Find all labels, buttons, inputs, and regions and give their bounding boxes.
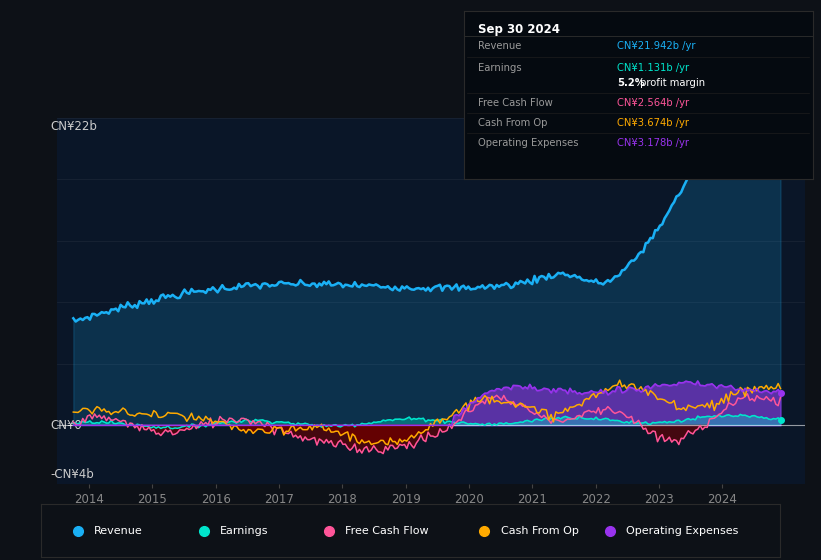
Text: Free Cash Flow: Free Cash Flow <box>346 526 429 535</box>
Text: Operating Expenses: Operating Expenses <box>478 138 578 148</box>
Text: Free Cash Flow: Free Cash Flow <box>478 98 553 108</box>
Text: Operating Expenses: Operating Expenses <box>626 526 739 535</box>
Text: Earnings: Earnings <box>478 63 521 73</box>
Text: CN¥2.564b /yr: CN¥2.564b /yr <box>617 98 690 108</box>
Text: Cash From Op: Cash From Op <box>478 118 548 128</box>
Text: Sep 30 2024: Sep 30 2024 <box>478 23 560 36</box>
Text: 5.2%: 5.2% <box>617 78 645 87</box>
Text: CN¥22b: CN¥22b <box>51 120 98 133</box>
Text: CN¥3.178b /yr: CN¥3.178b /yr <box>617 138 690 148</box>
Text: -CN¥4b: -CN¥4b <box>51 468 94 481</box>
Text: Revenue: Revenue <box>478 41 521 52</box>
Text: CN¥0: CN¥0 <box>51 419 82 432</box>
Text: Revenue: Revenue <box>94 526 143 535</box>
Text: CN¥21.942b /yr: CN¥21.942b /yr <box>617 41 696 52</box>
Text: profit margin: profit margin <box>636 78 704 87</box>
Text: Cash From Op: Cash From Op <box>501 526 579 535</box>
Text: CN¥3.674b /yr: CN¥3.674b /yr <box>617 118 690 128</box>
Text: Earnings: Earnings <box>220 526 268 535</box>
Text: CN¥1.131b /yr: CN¥1.131b /yr <box>617 63 690 73</box>
